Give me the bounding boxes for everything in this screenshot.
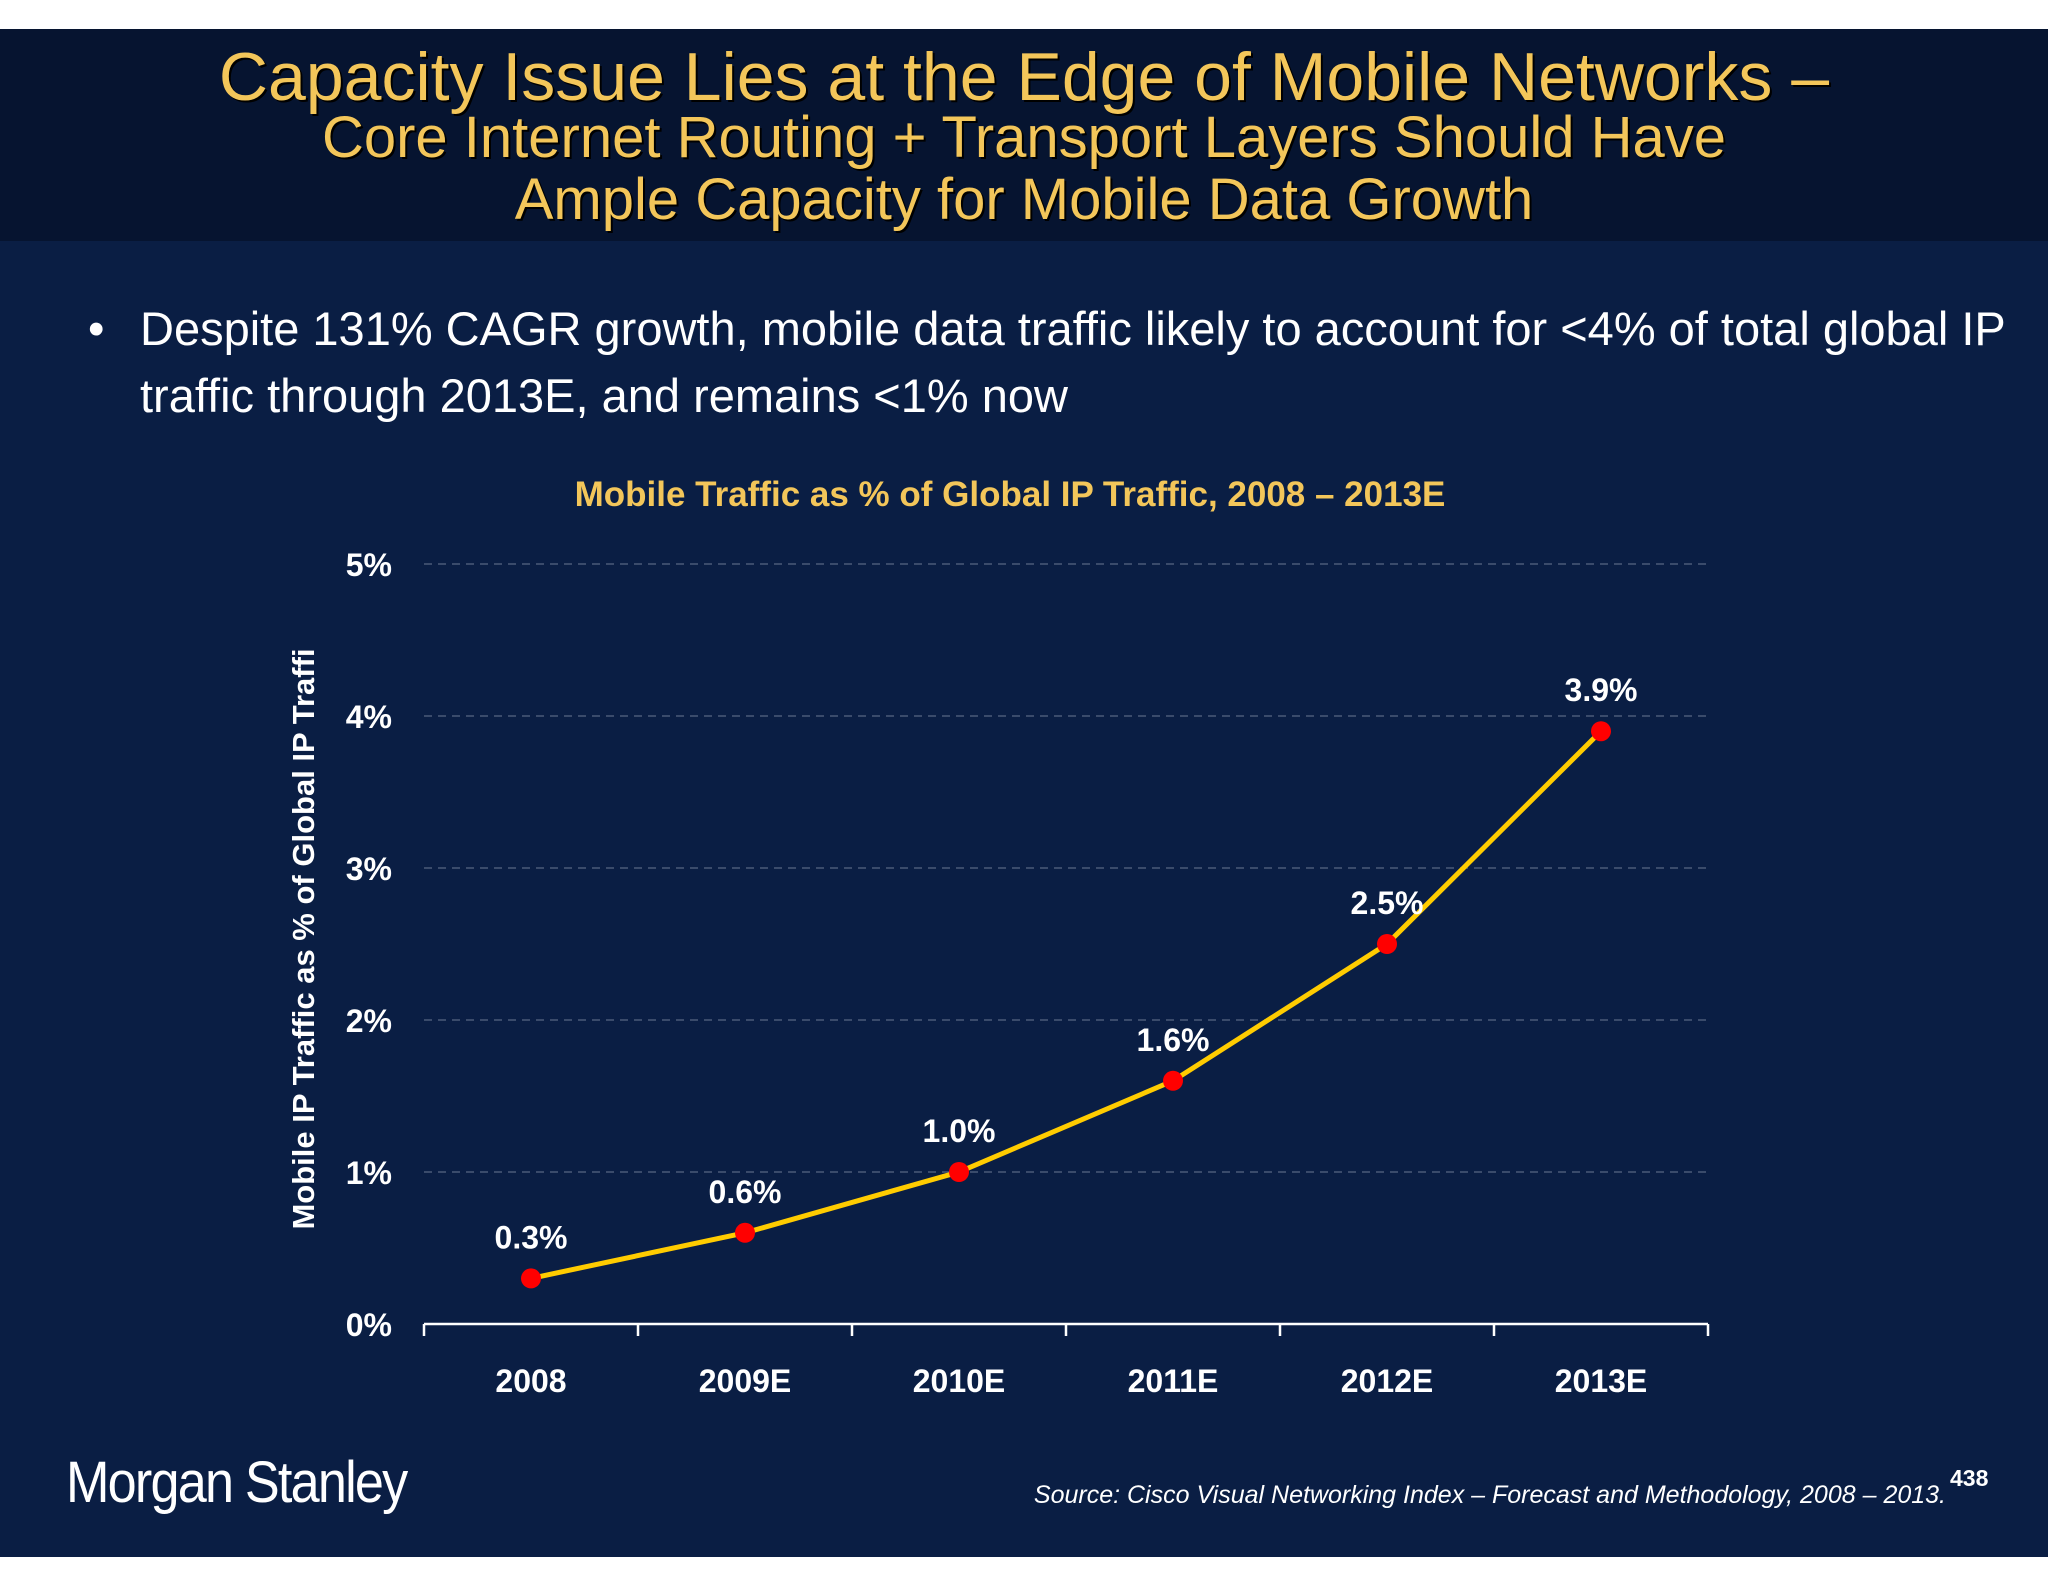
data-point <box>1377 934 1397 954</box>
data-label: 0.6% <box>709 1174 782 1210</box>
data-point <box>521 1268 541 1289</box>
data-label: 1.6% <box>1137 1022 1210 1058</box>
data-label: 1.0% <box>923 1113 996 1149</box>
slide: Capacity Issue Lies at the Edge of Mobil… <box>0 29 2048 1557</box>
series-line <box>530 729 1603 1281</box>
bullet-text: Despite 131% CAGR growth, mobile data tr… <box>140 302 2005 422</box>
page-number: 438 <box>1950 1465 1989 1491</box>
y-tick-label: 0% <box>346 1307 392 1343</box>
x-tick-label: 2008 <box>495 1363 566 1399</box>
title-line-1: Capacity Issue Lies at the Edge of Mobil… <box>218 39 1830 115</box>
title-line-2: Core Internet Routing + Transport Layers… <box>321 105 1727 170</box>
chart-title: Mobile Traffic as % of Global IP Traffic… <box>574 475 1446 514</box>
y-axis-label: Mobile IP Traffic as % of Global IP Traf… <box>286 648 321 1229</box>
x-tick-label: 2013E <box>1555 1363 1648 1399</box>
title-line-3: Ample Capacity for Mobile Data Growth <box>514 167 1534 232</box>
x-tick-label: 2009E <box>699 1363 792 1399</box>
bullet-marker: • <box>88 302 105 355</box>
y-tick-label: 1% <box>346 1155 392 1191</box>
x-tick-label: 2012E <box>1341 1363 1434 1399</box>
data-label: 2.5% <box>1351 885 1424 921</box>
y-tick-label: 3% <box>346 851 392 887</box>
morgan-stanley-logo: Morgan Stanley <box>66 1450 408 1515</box>
data-point <box>735 1222 755 1243</box>
data-point <box>949 1162 969 1182</box>
data-label: 0.3% <box>495 1219 568 1255</box>
y-tick-label: 2% <box>346 1003 392 1039</box>
data-point <box>1163 1070 1183 1091</box>
line-chart: 0% 1% 2% 3% 4% 5% 2008 2009E 2010E 2011E 2012E 2013… <box>286 547 1710 1399</box>
data-point <box>1591 721 1611 742</box>
y-tick-label: 4% <box>346 699 392 735</box>
x-tick-label: 2010E <box>913 1363 1006 1399</box>
data-label: 3.9% <box>1565 672 1638 708</box>
slide-header: Capacity Issue Lies at the Edge of Mobil… <box>0 29 2048 241</box>
source-note: Source: Cisco Visual Networking Index – … <box>1033 1481 1946 1509</box>
y-tick-label: 5% <box>346 547 392 583</box>
x-tick-label: 2011E <box>1128 1363 1219 1399</box>
